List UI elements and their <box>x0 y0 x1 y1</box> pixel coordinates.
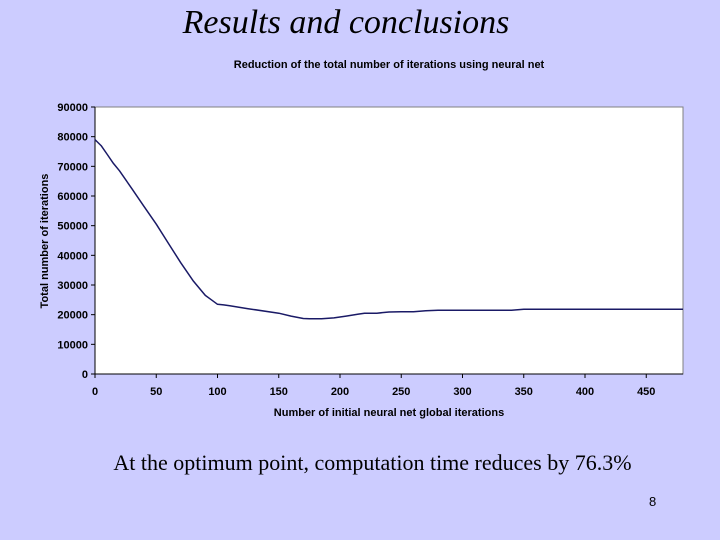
y-axis-label: Total number of iterations <box>39 173 51 309</box>
x-tick-label: 400 <box>576 386 594 398</box>
y-tick-label: 10000 <box>57 339 88 351</box>
x-tick-label: 300 <box>453 386 471 398</box>
x-tick-label: 150 <box>270 386 288 398</box>
x-tick-label: 350 <box>515 386 533 398</box>
y-tick-label: 60000 <box>57 191 88 203</box>
y-tick-label: 90000 <box>57 102 88 114</box>
slide-title: Results and conclusions <box>182 4 510 41</box>
x-tick-label: 450 <box>637 386 655 398</box>
page-number: 8 <box>649 494 657 509</box>
x-tick-label: 250 <box>392 386 410 398</box>
y-tick-label: 70000 <box>57 161 88 173</box>
y-tick-label: 80000 <box>57 132 88 144</box>
series-line <box>94 139 683 320</box>
x-tick-label: 50 <box>150 386 162 398</box>
x-tick-label: 0 <box>92 386 98 398</box>
y-tick-label: 30000 <box>57 280 88 292</box>
y-tick-label: 40000 <box>57 250 88 262</box>
y-tick-label: 0 <box>82 369 88 381</box>
y-tick-label: 50000 <box>57 221 88 233</box>
y-tick-label: 20000 <box>57 310 88 322</box>
x-axis-label: Number of initial neural net global iter… <box>273 407 505 419</box>
footnote-text: At the optimum point, computation time r… <box>113 450 632 475</box>
x-tick-label: 200 <box>331 386 349 398</box>
chart-title: Reduction of the total number of iterati… <box>233 59 545 71</box>
x-tick-label: 100 <box>208 386 226 398</box>
plot-area <box>94 106 684 375</box>
